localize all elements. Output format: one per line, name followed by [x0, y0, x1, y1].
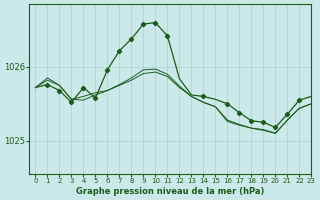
X-axis label: Graphe pression niveau de la mer (hPa): Graphe pression niveau de la mer (hPa): [76, 187, 265, 196]
